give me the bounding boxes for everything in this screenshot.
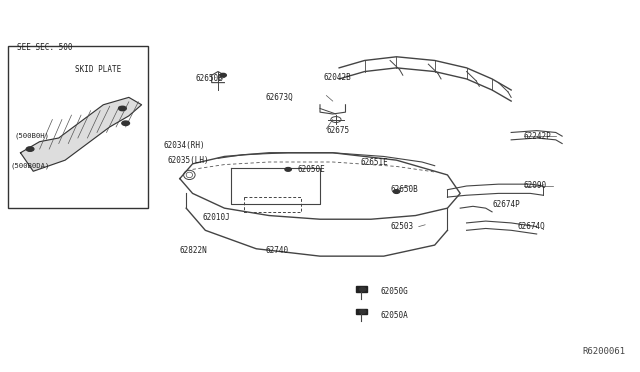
Circle shape <box>118 106 126 111</box>
Text: 62503: 62503 <box>390 222 413 231</box>
Text: 62674P: 62674P <box>492 200 520 209</box>
Text: 62042B: 62042B <box>323 73 351 81</box>
Circle shape <box>122 121 129 125</box>
Circle shape <box>26 147 34 151</box>
Circle shape <box>394 190 399 193</box>
Circle shape <box>360 288 366 291</box>
Text: R6200061: R6200061 <box>583 347 626 356</box>
Text: SEE SEC. 500: SEE SEC. 500 <box>17 43 73 52</box>
Text: 62090: 62090 <box>524 182 547 190</box>
Text: 62035(LH): 62035(LH) <box>167 155 209 165</box>
Text: 62675: 62675 <box>326 126 349 135</box>
Text: (500B0DA): (500B0DA) <box>11 163 51 169</box>
Polygon shape <box>20 97 141 171</box>
Text: 62822N: 62822N <box>180 246 207 255</box>
Text: 62050G: 62050G <box>381 287 408 296</box>
Text: (500B0H): (500B0H) <box>14 133 49 140</box>
Bar <box>356 286 367 292</box>
Circle shape <box>360 310 366 313</box>
Text: 62651E: 62651E <box>360 157 388 167</box>
Text: 62050E: 62050E <box>298 165 326 174</box>
Text: 62673Q: 62673Q <box>266 93 294 102</box>
Text: 62010J: 62010J <box>202 213 230 222</box>
Bar <box>8 46 148 208</box>
Text: 62650B: 62650B <box>390 185 418 194</box>
Circle shape <box>220 73 227 77</box>
Text: SKID PLATE: SKID PLATE <box>75 65 121 74</box>
Text: 62050A: 62050A <box>381 311 408 320</box>
Text: 62242P: 62242P <box>524 132 552 141</box>
Bar <box>356 309 367 314</box>
Text: 62740: 62740 <box>266 246 289 255</box>
Text: 62650B: 62650B <box>196 74 223 83</box>
Text: 62674Q: 62674Q <box>518 222 545 231</box>
Circle shape <box>285 167 291 171</box>
Text: 62034(RH): 62034(RH) <box>164 141 205 150</box>
